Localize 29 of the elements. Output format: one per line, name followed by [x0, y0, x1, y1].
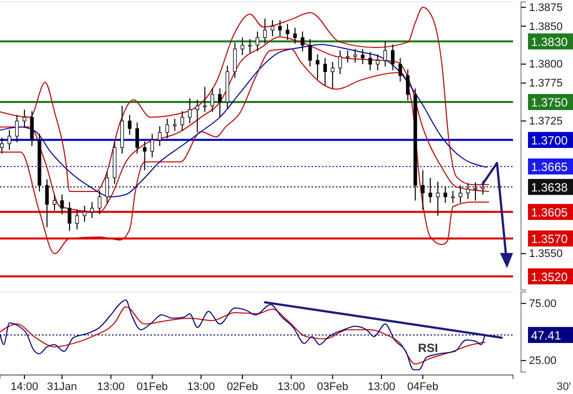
ref-line-label: 1.3665	[531, 160, 568, 174]
ref-line-label: 1.3605	[531, 205, 568, 220]
ref-line-label: 1.3700	[531, 133, 568, 148]
ref-line-label: 1.3570	[531, 232, 568, 246]
y-tick-label: 1.3725	[529, 116, 563, 128]
x-tick-label: 13:00	[187, 380, 215, 393]
y-tick-label: 75.00	[529, 298, 557, 310]
y-tick-label: 1.3775	[529, 78, 563, 90]
y-tick-label: 1.3800	[529, 58, 563, 71]
x-tick-label: 31Jan	[47, 380, 78, 393]
ref-line-label: 1.3750	[531, 96, 568, 110]
y-tick-label: 1.3875	[529, 2, 563, 14]
x-tick-label: 02Feb	[226, 380, 258, 393]
y-tick-label: 1.3550	[529, 248, 563, 260]
annotation: RSI	[418, 341, 438, 355]
ref-line-label: 1.3520	[531, 270, 568, 284]
ref-line-label: 1.3830	[531, 34, 568, 49]
y-tick-label: 25.00	[529, 355, 557, 368]
ref-line-label: 1.3638	[531, 180, 568, 194]
x-tick-label: 13:00	[278, 380, 306, 393]
y-tick-label: 1.3850	[529, 20, 563, 33]
x-tick-label: 04Feb	[407, 380, 438, 393]
text: 30'	[556, 381, 571, 393]
x-tick-label: 14:00	[10, 380, 38, 393]
x-tick-label: 13:00	[368, 380, 396, 393]
x-tick-label: 03Feb	[317, 380, 348, 393]
ref-line-label: 47.41	[531, 328, 562, 342]
x-tick-label: 13:00	[97, 380, 125, 393]
x-tick-label: 01Feb	[136, 380, 168, 393]
